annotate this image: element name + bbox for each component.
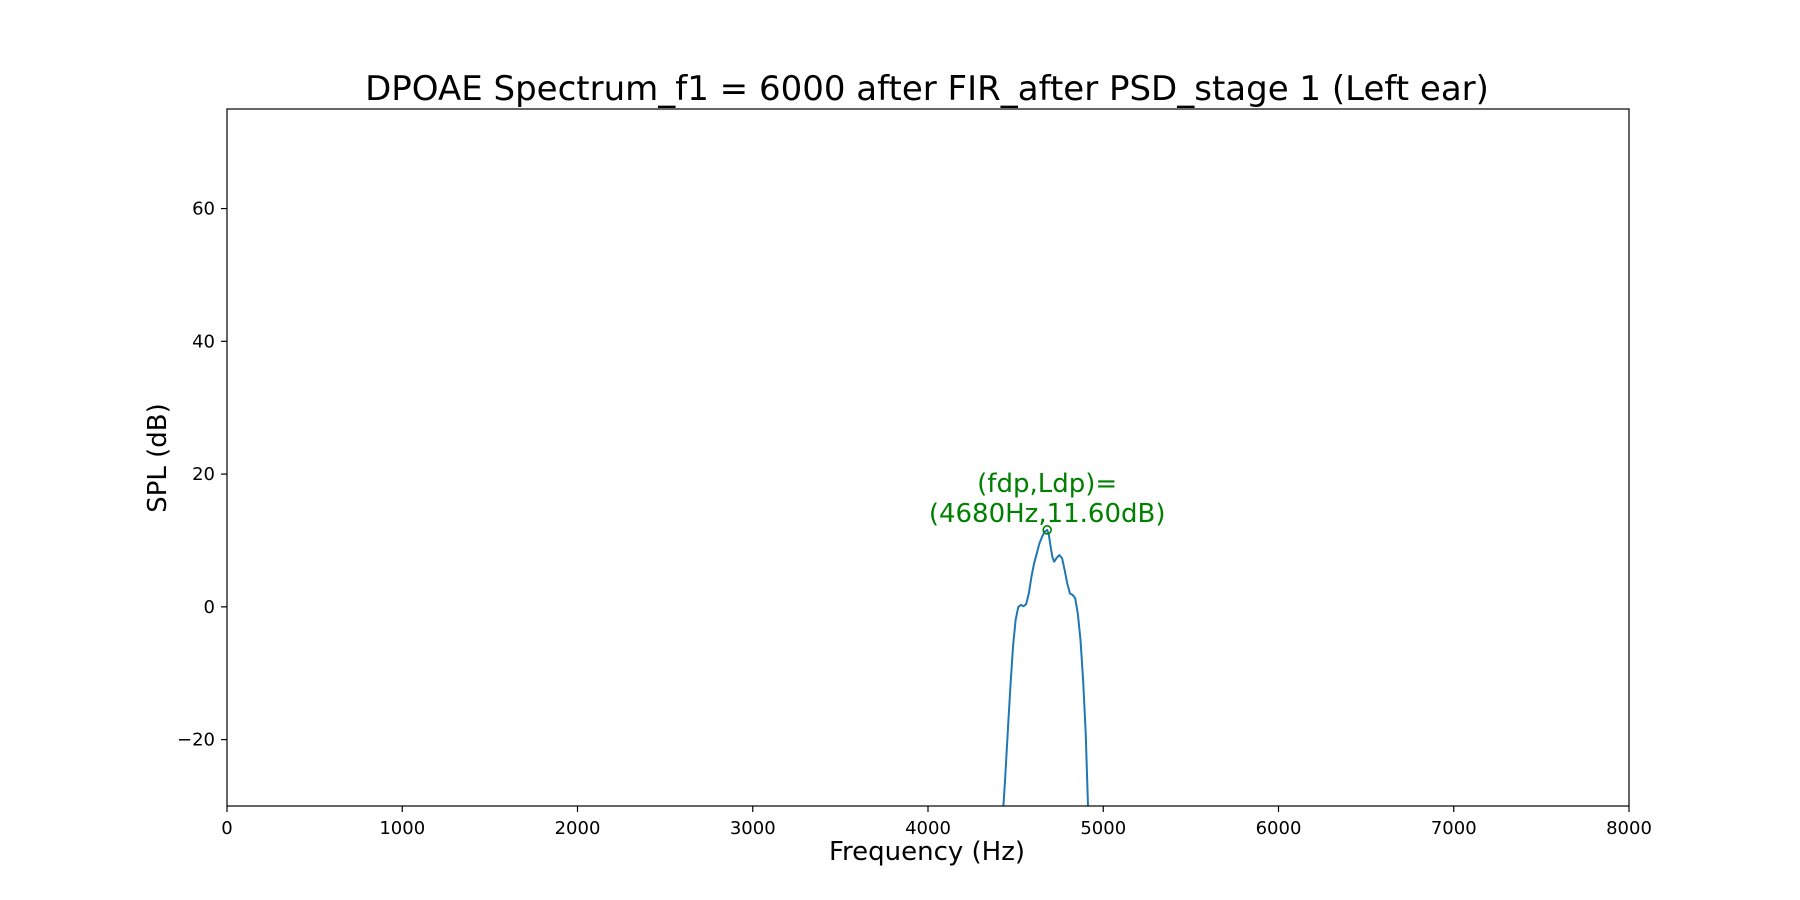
x-tick-label: 3000 bbox=[730, 818, 776, 839]
x-tick-label: 2000 bbox=[555, 818, 601, 839]
x-tick-label: 8000 bbox=[1606, 818, 1652, 839]
y-axis-label: SPL (dB) bbox=[143, 403, 173, 513]
spectrum-line bbox=[1002, 528, 1089, 807]
y-tick-label: −20 bbox=[177, 730, 215, 751]
annotation-layer: (fdp,Ldp)=(4680Hz,11.60dB) bbox=[929, 469, 1166, 535]
y-tick-label: 0 bbox=[204, 597, 215, 618]
peak-marker bbox=[1042, 525, 1052, 535]
chart-title: DPOAE Spectrum_f1 = 6000 after FIR_after… bbox=[365, 69, 1489, 109]
x-tick-label: 4000 bbox=[905, 818, 951, 839]
y-axis-ticks: −20 0 20 40 60 bbox=[177, 199, 227, 751]
peak-annotation-line1: (fdp,Ldp)= bbox=[977, 469, 1117, 499]
series-layer bbox=[1002, 528, 1089, 807]
x-axis-label: Frequency (Hz) bbox=[829, 837, 1025, 867]
y-tick-label: 20 bbox=[192, 464, 215, 485]
peak-annotation-line2: (4680Hz,11.60dB) bbox=[929, 499, 1166, 529]
x-axis-ticks: 0 1000 2000 3000 4000 5000 6000 7000 8000 bbox=[221, 806, 1652, 839]
y-tick-label: 60 bbox=[192, 199, 215, 220]
y-tick-label: 40 bbox=[192, 331, 215, 352]
x-tick-label: 6000 bbox=[1256, 818, 1302, 839]
x-tick-label: 1000 bbox=[379, 818, 425, 839]
x-tick-label: 5000 bbox=[1080, 818, 1126, 839]
x-tick-label: 0 bbox=[221, 818, 232, 839]
plot-frame bbox=[226, 108, 1630, 807]
x-tick-label: 7000 bbox=[1431, 818, 1477, 839]
